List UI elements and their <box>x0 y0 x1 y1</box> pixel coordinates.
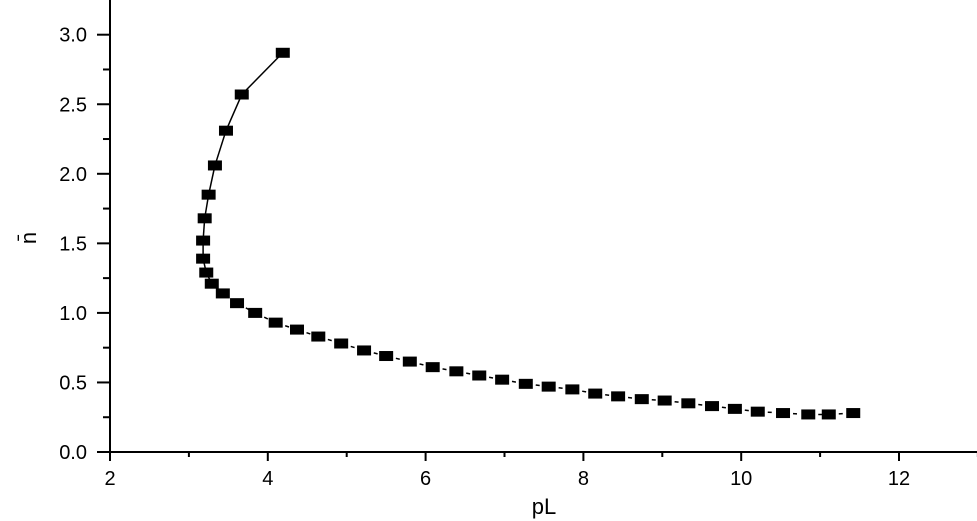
series-line-segment <box>241 52 284 96</box>
data-point-marker <box>611 391 626 402</box>
axes: 2 4 6 8 10 12 0.0 0.5 1.0 1.5 2.0 2.5 3.0 <box>59 0 977 490</box>
data-point-marker <box>681 398 696 409</box>
data-point-marker <box>846 408 861 419</box>
data-point-marker <box>268 317 283 328</box>
data-point-marker <box>705 401 720 412</box>
y-tick-label: 2.0 <box>59 164 87 186</box>
x-tick-label: 10 <box>730 468 752 490</box>
data-point-marker <box>379 351 394 362</box>
data-point-marker <box>634 394 649 405</box>
data-point-marker <box>449 366 464 377</box>
data-point-marker <box>311 331 326 342</box>
data-point-marker <box>215 288 230 299</box>
data-point-marker <box>201 189 216 200</box>
data-point-marker <box>248 307 263 318</box>
data-point-marker <box>230 298 245 309</box>
data-point-marker <box>541 381 556 392</box>
data-point-marker <box>199 267 214 278</box>
x-tick-label: 4 <box>262 468 273 490</box>
y-tick-label: 0.0 <box>59 442 87 464</box>
data-point-marker <box>234 89 249 100</box>
data-point-marker <box>275 47 290 58</box>
data-point-marker <box>750 406 765 417</box>
data-point-marker <box>727 403 742 414</box>
data-point-marker <box>402 356 417 367</box>
y-tick-label: 1.5 <box>59 233 87 255</box>
data-point-marker <box>565 384 580 395</box>
data-point-marker <box>518 378 533 389</box>
data-point-marker <box>289 324 304 335</box>
plot-area <box>196 47 861 420</box>
data-point-marker <box>472 370 487 381</box>
x-axis-title: pL <box>532 494 556 519</box>
data-point-marker <box>776 408 791 419</box>
data-point-marker <box>334 338 349 349</box>
data-point-marker <box>588 388 603 399</box>
y-tick-label: 2.5 <box>59 94 87 116</box>
data-point-marker <box>425 362 440 373</box>
data-point-marker <box>657 395 672 406</box>
x-tick-label: 8 <box>578 468 589 490</box>
data-point-marker <box>197 213 212 224</box>
data-point-marker <box>821 409 836 420</box>
data-point-marker <box>218 125 233 136</box>
data-point-marker <box>801 409 816 420</box>
data-point-marker <box>207 160 222 171</box>
y-axis-title: n̄ <box>16 232 41 244</box>
y-tick-label: 0.5 <box>59 372 87 394</box>
data-point-marker <box>495 374 510 385</box>
y-tick-label: 3.0 <box>59 25 87 47</box>
data-point-marker <box>196 253 211 264</box>
data-point-marker <box>357 345 372 356</box>
x-tick-label: 12 <box>888 468 910 490</box>
y-tick-label: 1.0 <box>59 303 87 325</box>
series-line-segment <box>214 130 227 166</box>
data-point-marker <box>204 278 219 289</box>
x-tick-label: 6 <box>420 468 431 490</box>
data-point-marker <box>196 235 211 246</box>
x-tick-label: 2 <box>104 468 115 490</box>
series-line-segment <box>225 94 243 131</box>
